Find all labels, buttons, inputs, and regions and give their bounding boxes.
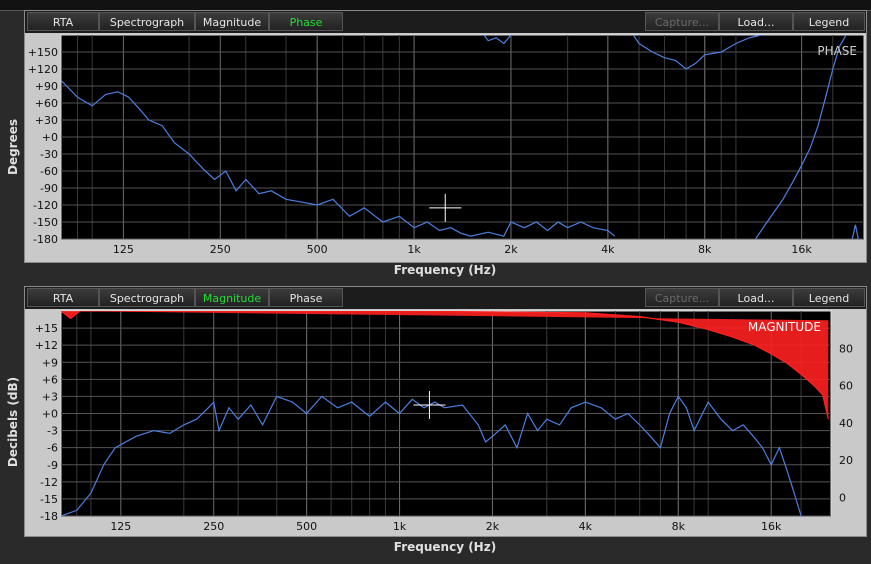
magnitude-x-axis-title: Frequency (Hz) <box>393 540 497 554</box>
chart-title: PHASE <box>817 44 857 58</box>
y-tick-label: -6 <box>47 442 58 455</box>
series-line <box>632 35 762 70</box>
series-fill <box>61 311 829 420</box>
y-tick-label: +0 <box>42 408 58 421</box>
y2-tick-label: 0 <box>839 491 846 504</box>
y2-tick-label: 20 <box>839 454 853 467</box>
tab-rta[interactable]: RTA <box>27 12 99 31</box>
capture-button[interactable]: Capture... <box>645 288 719 307</box>
load-button[interactable]: Load... <box>719 288 793 307</box>
y-tick-label: +90 <box>35 80 58 93</box>
y-tick-label: -180 <box>33 233 58 246</box>
tab-magnitude[interactable]: Magnitude <box>195 288 269 307</box>
series-line <box>851 224 859 239</box>
x-tick-label: 1k <box>407 243 421 256</box>
y-tick-label: +3 <box>42 390 58 403</box>
series-group <box>61 311 829 516</box>
phase-x-axis-title: Frequency (Hz) <box>393 263 497 277</box>
x-tick-label: 250 <box>210 243 231 256</box>
legend-button[interactable]: Legend <box>793 12 865 31</box>
y-tick-label: -90 <box>40 182 58 195</box>
capture-button[interactable]: Capture... <box>645 12 719 31</box>
x-tick-label: 125 <box>113 243 134 256</box>
tab-spectrograph[interactable]: Spectrograph <box>99 12 195 31</box>
y-tick-label: +60 <box>35 97 58 110</box>
y-tick-label: -9 <box>47 459 58 472</box>
series-line <box>61 395 802 516</box>
y-tick-label: +6 <box>42 373 58 386</box>
magnitude-panel: RTA Spectrograph Magnitude Phase Capture… <box>24 286 867 537</box>
load-button[interactable]: Load... <box>719 12 793 31</box>
series-line <box>483 35 512 45</box>
series-line <box>755 35 847 239</box>
series-line <box>61 79 616 237</box>
x-tick-label: 2k <box>486 520 500 533</box>
x-tick-label: 4k <box>601 243 615 256</box>
grid <box>61 311 831 517</box>
y-tick-label: -30 <box>40 148 58 161</box>
magnitude-y-axis-title: Decibels (dB) <box>6 376 20 468</box>
y-tick-label: +150 <box>28 46 58 59</box>
y-tick-label: +9 <box>42 356 58 369</box>
y2-tick-label: 80 <box>839 342 853 355</box>
x-tick-label: 250 <box>203 520 224 533</box>
x-tick-label: 1k <box>393 520 407 533</box>
tab-phase[interactable]: Phase <box>269 288 343 307</box>
grid <box>61 35 864 240</box>
series-group <box>61 35 859 239</box>
y-tick-label: +120 <box>28 63 58 76</box>
tab-phase[interactable]: Phase <box>269 12 343 31</box>
x-tick-label: 16k <box>761 520 782 533</box>
phase-y-axis-title: Degrees <box>6 118 20 176</box>
y-tick-label: -60 <box>40 165 58 178</box>
legend-button[interactable]: Legend <box>793 288 865 307</box>
y-tick-label: -150 <box>33 216 58 229</box>
phase-tab-bar: RTA Spectrograph Magnitude Phase Capture… <box>25 11 866 33</box>
y2-tick-label: 40 <box>839 417 853 430</box>
x-tick-label: 16k <box>791 243 812 256</box>
tab-magnitude[interactable]: Magnitude <box>195 12 269 31</box>
y-tick-label: -12 <box>40 476 58 489</box>
y-tick-label: -3 <box>47 425 58 438</box>
chart-title: MAGNITUDE <box>748 320 821 334</box>
tab-rta[interactable]: RTA <box>27 288 99 307</box>
y-tick-label: +12 <box>35 339 58 352</box>
y-tick-label: -15 <box>40 493 58 506</box>
x-tick-label: 500 <box>296 520 317 533</box>
y-tick-label: +30 <box>35 114 58 127</box>
y-tick-label: +15 <box>35 322 58 335</box>
y2-tick-label: 60 <box>839 380 853 393</box>
x-tick-label: 8k <box>672 520 686 533</box>
x-tick-label: 500 <box>307 243 328 256</box>
magnitude-plot[interactable]: +15 +12 +9 +6 +3 +0 -3 -6 -9 -12 -15 -18 125 250 500 1k… <box>25 309 866 536</box>
tab-spectrograph[interactable]: Spectrograph <box>99 288 195 307</box>
phase-panel: RTA Spectrograph Magnitude Phase Capture… <box>24 10 867 263</box>
x-tick-label: 2k <box>504 243 518 256</box>
x-tick-label: 4k <box>579 520 593 533</box>
y-tick-label: -18 <box>40 510 58 523</box>
series-line <box>61 311 829 420</box>
magnitude-tab-bar: RTA Spectrograph Magnitude Phase Capture… <box>25 287 866 309</box>
x-tick-label: 8k <box>698 243 712 256</box>
y-tick-label: -120 <box>33 199 58 212</box>
x-tick-label: 125 <box>110 520 131 533</box>
phase-plot[interactable]: +150 +120 +90 +60 +30 +0 -30 -60 -90 -120 -150 -180… <box>25 33 866 262</box>
y-tick-label: +0 <box>42 131 58 144</box>
